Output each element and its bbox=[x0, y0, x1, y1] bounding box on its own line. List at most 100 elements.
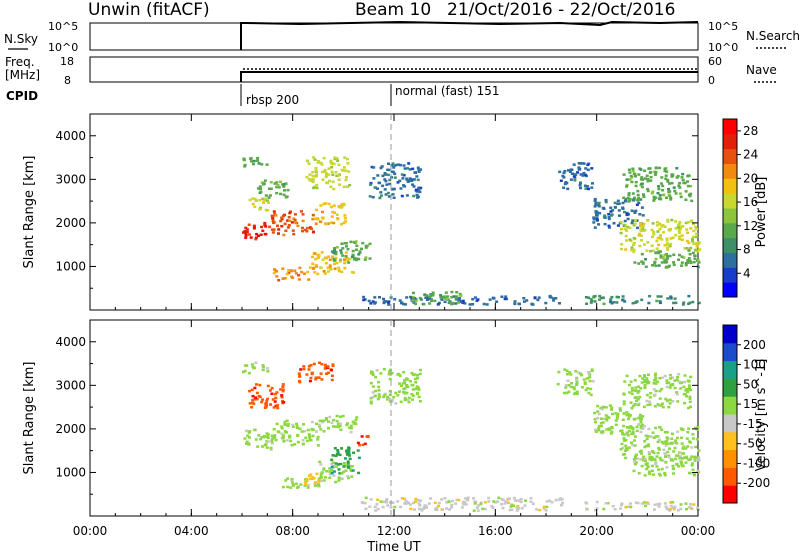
freq-label-line2: [MHz] bbox=[5, 68, 40, 82]
power-echo-cell bbox=[347, 261, 351, 264]
velocity-echo-cell bbox=[375, 502, 379, 506]
velocity-echo-cell bbox=[503, 502, 507, 505]
power-echo-cell bbox=[337, 163, 341, 167]
velocity-echo-cell bbox=[667, 456, 671, 459]
power-echo-cell bbox=[334, 171, 338, 174]
velocity-echo-cell bbox=[418, 400, 422, 403]
power-echo-cell bbox=[439, 294, 443, 297]
velocity-echo-cell bbox=[404, 500, 408, 503]
power-echo-cell bbox=[272, 221, 275, 225]
velocity-echo-cell bbox=[418, 499, 422, 502]
power-echo-cell bbox=[338, 205, 341, 209]
power-echo-cell bbox=[339, 251, 343, 255]
velocity-echo-cell bbox=[337, 463, 340, 466]
power-echo-cell bbox=[603, 216, 607, 219]
power-echo-cell bbox=[439, 296, 443, 299]
velocity-echo-cell bbox=[308, 436, 312, 439]
x-tick-label: 12:00 bbox=[377, 524, 412, 538]
velocity-echo-cell bbox=[569, 373, 573, 376]
velocity-echo-cell bbox=[335, 419, 339, 423]
velocity-echo-cell bbox=[342, 461, 346, 465]
velocity-echo-cell bbox=[631, 443, 635, 447]
velocity-echo-cell bbox=[320, 479, 324, 482]
power-echo-cell bbox=[346, 162, 350, 165]
power-echo-cell bbox=[407, 162, 411, 165]
velocity-echo-cell bbox=[269, 446, 273, 450]
power-echo-cell bbox=[269, 187, 273, 190]
velocity-echo-cell bbox=[642, 455, 646, 458]
power-echo-cell bbox=[292, 217, 296, 220]
power-echo-cell bbox=[659, 250, 662, 253]
power-echo-cell bbox=[452, 295, 456, 298]
power-echo-cell bbox=[275, 185, 279, 189]
velocity-echo-cell bbox=[418, 504, 422, 507]
power-echo-cell bbox=[382, 301, 386, 305]
power-echo-cell bbox=[637, 201, 641, 205]
power-echo-cell bbox=[380, 165, 384, 168]
power-colorbar-segment bbox=[723, 222, 737, 239]
velocity-colorbar-segment bbox=[723, 414, 737, 433]
power-panel-frame bbox=[89, 113, 699, 311]
power-echo-cell bbox=[630, 209, 634, 212]
velocity-echo-cell bbox=[388, 393, 392, 397]
power-echo-cell bbox=[260, 225, 264, 229]
velocity-echo-cell bbox=[675, 442, 679, 445]
x-tick-label: 00:00 bbox=[73, 524, 108, 538]
power-echo-cell bbox=[695, 245, 699, 248]
power-echo-cell bbox=[316, 253, 320, 257]
velocity-echo-cell bbox=[492, 500, 496, 503]
velocity-echo-cell bbox=[386, 398, 390, 401]
power-colorbar-frame bbox=[722, 118, 738, 298]
velocity-echo-cell bbox=[345, 423, 349, 427]
velocity-echo-cell bbox=[280, 427, 284, 430]
power-echo-cell bbox=[672, 263, 676, 267]
power-echo-cell bbox=[293, 269, 297, 272]
velocity-echo-cell bbox=[271, 398, 275, 401]
power-echo-cell bbox=[609, 206, 613, 209]
power-echo-cell bbox=[637, 196, 641, 200]
velocity-echo-cell bbox=[641, 427, 645, 430]
velocity-echo-cell bbox=[688, 400, 692, 404]
power-echo-cell bbox=[657, 251, 661, 255]
velocity-echo-cell bbox=[253, 398, 257, 401]
nsearch-tick-top: 10^5 bbox=[708, 20, 738, 33]
power-echo-cell bbox=[678, 235, 682, 238]
velocity-echo-cell bbox=[309, 439, 313, 442]
velocity-echo-cell bbox=[626, 505, 630, 508]
power-echo-cell bbox=[688, 301, 692, 305]
velocity-echo-cell bbox=[333, 447, 337, 450]
velocity-echo-cell bbox=[665, 466, 669, 469]
power-echo-cell bbox=[268, 194, 272, 197]
power-echo-cell bbox=[580, 162, 584, 165]
velocity-echo-cell bbox=[595, 500, 599, 504]
velocity-echo-cell bbox=[270, 386, 274, 390]
velocity-echo-cell bbox=[575, 383, 578, 386]
power-echo-cell bbox=[324, 172, 328, 175]
velocity-echo-cell bbox=[693, 459, 697, 462]
power-echo-cell bbox=[325, 174, 328, 177]
power-echo-cell bbox=[328, 265, 332, 268]
velocity-echo-cell bbox=[382, 368, 386, 371]
power-colorbar-label: Power [dB] bbox=[754, 177, 769, 248]
power-echo-cell bbox=[636, 226, 639, 230]
velocity-echo-cell bbox=[429, 497, 432, 500]
power-echo-cell bbox=[665, 260, 669, 264]
power-echo-cell bbox=[363, 258, 367, 261]
velocity-echo-cell bbox=[330, 458, 334, 462]
power-echo-cell bbox=[631, 192, 635, 195]
velocity-echo-cell bbox=[319, 372, 323, 375]
velocity-echo-cell bbox=[638, 416, 642, 419]
velocity-echo-cell bbox=[304, 481, 308, 484]
velocity-echo-cell bbox=[403, 381, 407, 385]
velocity-echo-cell bbox=[514, 499, 518, 502]
velocity-echo-cell bbox=[597, 424, 601, 428]
velocity-echo-cell bbox=[593, 418, 597, 421]
power-echo-cell bbox=[411, 299, 415, 302]
velocity-echo-cell bbox=[677, 373, 681, 376]
power-echo-cell bbox=[354, 240, 358, 243]
power-echo-cell bbox=[624, 248, 628, 251]
power-echo-cell bbox=[253, 197, 257, 201]
freq-trace bbox=[240, 71, 698, 82]
velocity-echo-cell bbox=[352, 451, 356, 454]
power-echo-cell bbox=[697, 242, 701, 245]
